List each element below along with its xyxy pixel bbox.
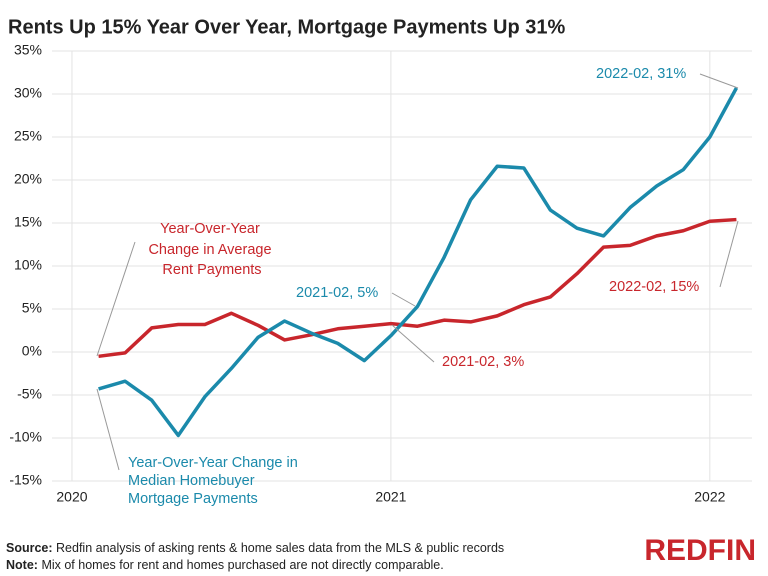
annotation: 2022-02, 15% <box>609 279 699 295</box>
y-tick-label: -15% <box>9 472 42 488</box>
logo: REDFIN <box>644 534 756 567</box>
source-label: Source: <box>6 541 53 555</box>
y-tick-label: 20% <box>14 171 42 187</box>
chart-title: Rents Up 15% Year Over Year, Mortgage Pa… <box>8 16 566 38</box>
y-tick-label: -5% <box>17 386 42 402</box>
annotation: 2021-02, 5% <box>296 285 378 301</box>
y-tick-label: 25% <box>14 128 42 144</box>
x-tick-label: 2022 <box>694 489 725 505</box>
y-tick-label: 0% <box>22 343 42 359</box>
leader-line <box>96 388 120 471</box>
legend-label: Year-Over-Year Change in Average Rent Pa… <box>148 221 275 278</box>
grid <box>52 50 752 482</box>
leader-line <box>719 220 739 288</box>
line <box>98 87 738 438</box>
note-label: Note: <box>6 558 38 572</box>
leader-line <box>391 324 435 363</box>
y-tick-label: 35% <box>14 42 42 58</box>
y-tick-label: 15% <box>14 214 42 230</box>
x-tick-label: 2020 <box>56 489 87 505</box>
y-tick-label: 10% <box>14 257 42 273</box>
leader-line <box>96 241 136 357</box>
legend-label: Year-Over-Year Change in Median Homebuye… <box>128 455 302 507</box>
y-tick-label: 30% <box>14 85 42 101</box>
annotation: 2021-02, 3% <box>442 354 524 370</box>
x-tick-label: 2021 <box>375 489 406 505</box>
annotation: 2022-02, 31% <box>596 66 686 82</box>
source: Source: Redfin analysis of asking rents … <box>6 541 504 555</box>
leader-line <box>391 292 416 307</box>
source-text: Redfin analysis of asking rents & home s… <box>56 541 504 555</box>
y-tick-label: -10% <box>9 429 42 445</box>
y-tick-label: 5% <box>22 300 42 316</box>
note-text: Mix of homes for rent and homes purchase… <box>41 558 443 572</box>
line <box>98 217 737 359</box>
leader-line <box>699 73 739 89</box>
note: Note: Mix of homes for rent and homes pu… <box>6 558 444 572</box>
